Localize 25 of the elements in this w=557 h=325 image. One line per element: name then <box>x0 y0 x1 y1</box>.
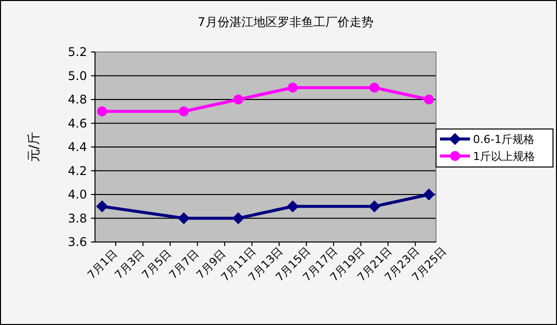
point <box>286 200 299 212</box>
point <box>97 106 108 116</box>
y-tick-label: 4.4 <box>68 140 87 154</box>
y-tick-label: 5.2 <box>68 45 87 60</box>
point <box>178 212 190 224</box>
y-tick-label: 4.2 <box>68 164 87 178</box>
legend-label: 0.6-1斤规格 <box>473 132 534 146</box>
point <box>288 82 298 93</box>
y-axis-title: 元/斤 <box>27 132 42 162</box>
y-tick-label: 3.8 <box>68 211 87 226</box>
point <box>424 94 434 104</box>
point <box>233 94 244 104</box>
point <box>369 82 380 93</box>
y-tick-label: 4.6 <box>68 116 87 130</box>
y-tick-label: 3.6 <box>68 235 87 250</box>
legend-label: 1斤以上规格 <box>473 150 535 163</box>
y-tick-label: 5.0 <box>68 68 87 83</box>
point <box>96 200 108 212</box>
chart-title: 7月份湛江地区罗非鱼工厂价走势 <box>198 15 374 29</box>
point <box>422 188 435 200</box>
point <box>368 200 380 212</box>
point <box>178 106 189 116</box>
y-tick-label: 4.8 <box>68 92 87 107</box>
y-tick-label: 4.0 <box>68 188 87 202</box>
point <box>232 212 244 224</box>
